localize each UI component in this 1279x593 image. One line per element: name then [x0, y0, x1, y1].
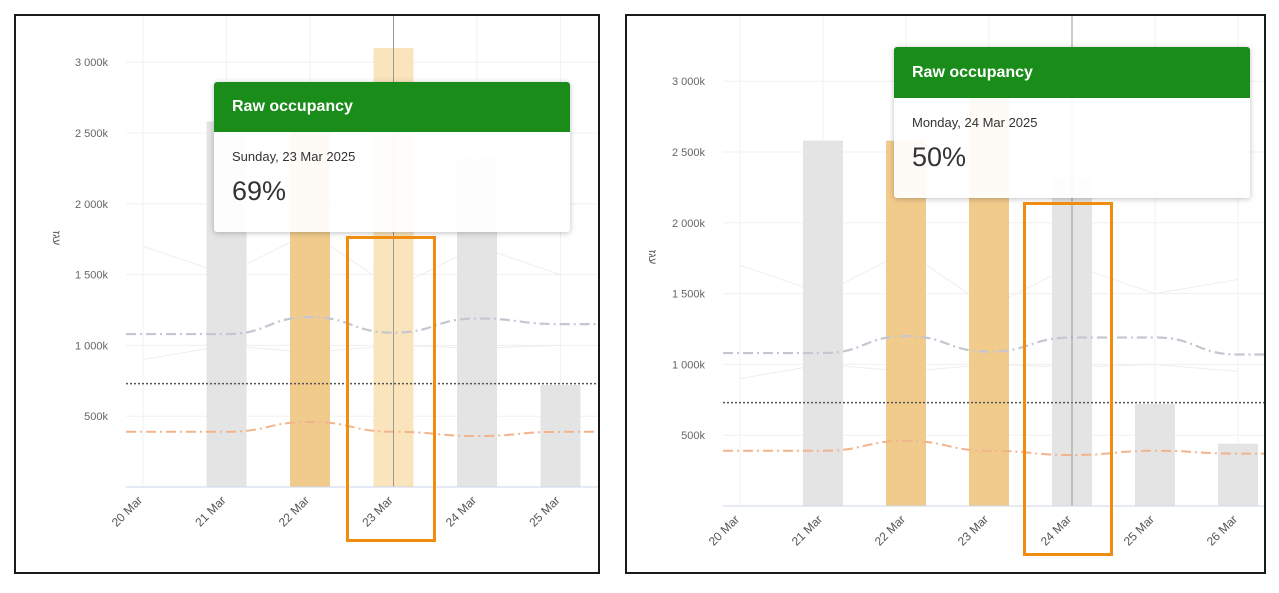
tooltip-value: 50% — [912, 142, 967, 172]
y-tick-label: 2 500k — [75, 128, 109, 140]
x-tick-label: 21 Mar — [192, 493, 228, 529]
chart-right-svg: 500k 1 000k 1 500k 2 000k 2 500k 3 000k עגז 20 … — [646, 16, 1264, 549]
tooltip-right: Raw occupancy Monday, 24 Mar 2025 50% — [894, 47, 1250, 198]
y-tick-label: 1 000k — [75, 340, 109, 352]
x-tick-label: 20 Mar — [109, 493, 145, 529]
y-axis-label: עגז — [50, 231, 62, 246]
y-tick-label: 1 500k — [75, 270, 109, 282]
tooltip-title: Raw occupancy — [894, 47, 1250, 98]
chart-panel-right: 500k 1 000k 1 500k 2 000k 2 500k 3 000k עגז 20 … — [625, 14, 1266, 574]
series-line-grey — [126, 315, 598, 336]
y-tick-label: 3 000k — [672, 76, 706, 88]
y-tick-label: 500k — [681, 430, 705, 442]
y-tick-label: 1 500k — [672, 289, 706, 301]
y-tick-label: 2 500k — [672, 147, 706, 159]
x-tick-label: 24 Mar — [443, 493, 479, 529]
x-tick-label: 22 Mar — [276, 493, 312, 529]
y-tick-label: 2 000k — [672, 218, 706, 230]
x-tick-label: 22 Mar — [872, 512, 908, 548]
x-tick-label: 26 Mar — [1204, 512, 1240, 548]
x-tick-label: 20 Mar — [706, 512, 742, 548]
series-line-orange — [126, 420, 598, 438]
highlight-box-right — [1023, 202, 1113, 556]
y-tick-label: 3 000k — [75, 57, 109, 69]
x-tick-label: 23 Mar — [955, 512, 991, 548]
y-axis-label: עגז — [646, 250, 658, 265]
x-tick-label: 21 Mar — [789, 512, 825, 548]
tooltip-left: Raw occupancy Sunday, 23 Mar 2025 69% — [214, 82, 570, 232]
y-tick-label: 500k — [84, 411, 108, 423]
tooltip-date: Monday, 24 Mar 2025 — [912, 115, 1038, 130]
tooltip-value: 69% — [232, 176, 287, 206]
tooltip-date: Sunday, 23 Mar 2025 — [232, 149, 356, 164]
bar-25-mar[interactable] — [1135, 404, 1175, 506]
highlight-box-left — [346, 236, 436, 542]
x-tick-label: 25 Mar — [1121, 512, 1157, 548]
bar-25-mar[interactable] — [540, 385, 581, 487]
tooltip-title: Raw occupancy — [214, 82, 570, 132]
x-tick-label: 25 Mar — [526, 493, 562, 529]
y-tick-label: 2 000k — [75, 199, 109, 211]
y-tick-label: 1 000k — [672, 359, 706, 371]
bar-22-mar[interactable] — [886, 140, 926, 506]
chart-panel-left: 500k 1 000k 1 500k 2 000k 2 500k 3 000k עגז 20 … — [14, 14, 600, 574]
bar-21-mar[interactable] — [803, 140, 843, 506]
